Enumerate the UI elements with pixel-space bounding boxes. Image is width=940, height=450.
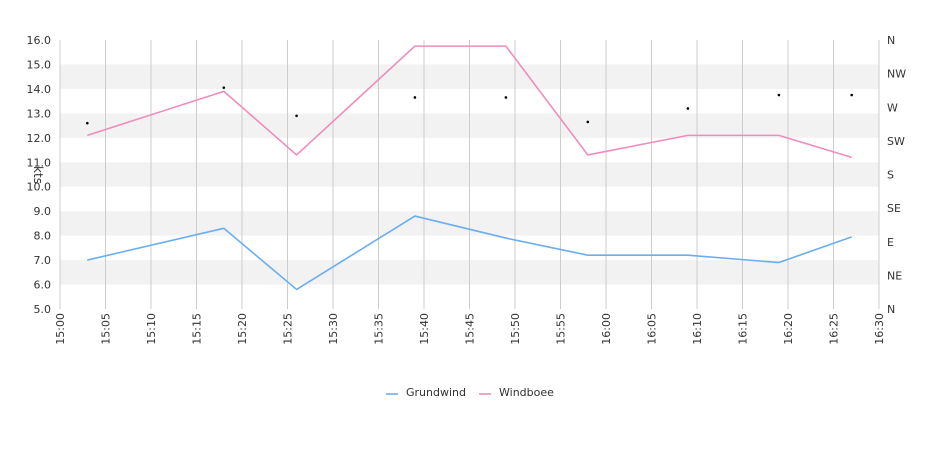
series-lines [87,45,852,291]
x-tick-label: 15:00 [54,313,67,345]
legend: Grundwind Windboee [386,386,554,399]
x-axis-ticks: 15:00 15:05 15:10 15:15 15:20 15:25 15:30 15:35… [54,313,886,345]
y-tick-label: 11.0 [27,156,52,169]
x-tick-label: 16:15 [737,313,750,345]
y-tick-label: 13.0 [27,107,52,120]
y-tick-label: 8.0 [34,230,52,243]
legend-label: Grundwind [406,386,466,399]
right-tick-label: W [887,101,898,114]
x-tick-label: 15:15 [191,313,204,345]
direction-point [686,107,690,110]
direction-point [850,93,853,97]
y-tick-label: 6.0 [34,279,52,292]
direction-point [504,96,508,99]
y-tick-label: 12.0 [27,132,52,145]
y-tick-label: 10.0 [27,181,52,194]
x-tick-label: 15:25 [282,313,295,345]
direction-point [777,93,781,97]
legend-label: Windboee [499,386,554,399]
x-tick-label: 15:40 [418,313,431,345]
y-axis-label: kts [31,166,45,184]
direction-point [86,121,89,125]
x-tick-label: 16:05 [646,313,659,345]
x-tick-label: 15:20 [236,313,249,345]
y-tick-label: 7.0 [34,254,52,267]
vertical-gridlines [59,40,880,309]
x-tick-label: 16:10 [691,313,704,345]
x-tick-label: 15:05 [100,313,113,345]
right-tick-label: NE [887,269,902,282]
right-tick-label: N [887,34,895,47]
direction-point [295,114,298,118]
right-tick-label: SW [887,135,905,148]
x-tick-label: 16:25 [828,313,841,345]
x-tick-label: 15:30 [327,313,340,345]
y-tick-label: 16.0 [27,34,52,47]
x-tick-label: 16:30 [873,313,886,345]
y-tick-label: 15.0 [27,58,52,71]
y-axis-ticks: 5.0 6.0 7.0 8.0 9.0 10.0 11.0 12.0 13.0 14.0 15.0 1… [27,34,52,316]
right-tick-label: S [887,169,894,182]
x-tick-label: 15:45 [464,313,477,345]
x-tick-label: 15:10 [145,313,158,345]
right-tick-label: NW [887,68,906,81]
y-tick-label: 14.0 [27,83,52,96]
x-tick-label: 16:20 [782,313,795,345]
y-tick-label: 9.0 [34,205,52,218]
x-tick-label: 15:55 [555,313,568,345]
series-line-grundwind [87,215,852,291]
right-tick-label: SE [887,202,901,215]
direction-point [413,96,417,99]
right-tick-label: E [887,236,894,249]
x-tick-label: 15:50 [509,313,522,345]
right-axis-ticks: N NE E SE S SW W NW N [887,34,906,316]
right-tick-label: N [887,303,895,316]
x-tick-label: 16:00 [600,313,613,345]
direction-point [222,86,226,89]
y-tick-label: 5.0 [34,303,52,316]
direction-points [86,86,853,125]
x-tick-label: 15:35 [373,313,386,345]
direction-point [586,120,590,124]
series-line-windboee [87,45,852,159]
